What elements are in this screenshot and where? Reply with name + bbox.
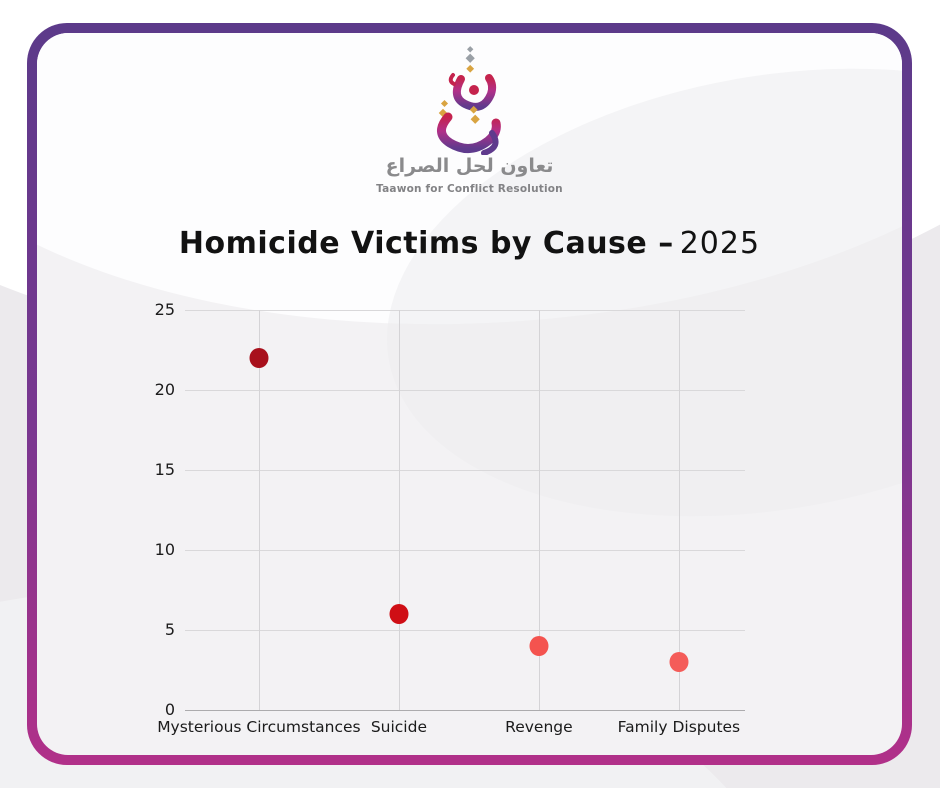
y-gridline [185, 310, 745, 311]
data-point [529, 636, 549, 656]
data-point [669, 652, 689, 672]
infographic-card: تعاون لحل الصراع Taawon for Conflict Res… [27, 23, 912, 765]
chart-title-main: Homicide Victims by Cause – [178, 226, 674, 261]
x-tick-label: Mysterious Circumstances [157, 718, 361, 736]
card-body: تعاون لحل الصراع Taawon for Conflict Res… [37, 33, 902, 755]
x-gridline [538, 310, 540, 710]
x-axis-line [185, 710, 745, 711]
data-point [249, 348, 269, 368]
scatter-chart: 0 5 10 15 20 25 Mysterious Circumstances Suicid… [37, 33, 902, 755]
logo-english-name: Taawon for Conflict Resolution [376, 183, 563, 195]
logo-arabic-name: تعاون لحل الصراع [385, 155, 554, 177]
y-gridline [185, 550, 745, 551]
x-gridline [678, 310, 680, 710]
y-gridline [185, 630, 745, 631]
card-content: تعاون لحل الصراع Taawon for Conflict Res… [37, 33, 902, 755]
y-gridline [185, 470, 745, 471]
y-tick-label: 25 [154, 300, 175, 319]
y-tick-label: 15 [154, 460, 175, 479]
x-tick-label: Revenge [505, 718, 573, 736]
y-gridline [185, 390, 745, 391]
taawon-logo-icon [436, 46, 501, 155]
x-tick-label: Family Disputes [617, 718, 741, 736]
x-gridline [258, 310, 260, 710]
x-tick-label: Suicide [370, 718, 427, 736]
y-tick-label: 0 [164, 700, 175, 719]
chart-title-year: 2025 [679, 226, 761, 261]
data-point [389, 604, 409, 624]
y-tick-label: 10 [154, 540, 175, 559]
x-gridline [398, 310, 400, 710]
y-tick-label: 5 [164, 620, 175, 639]
chart-title: Homicide Victims by Cause –2025 [37, 226, 902, 261]
y-tick-label: 20 [154, 380, 175, 399]
